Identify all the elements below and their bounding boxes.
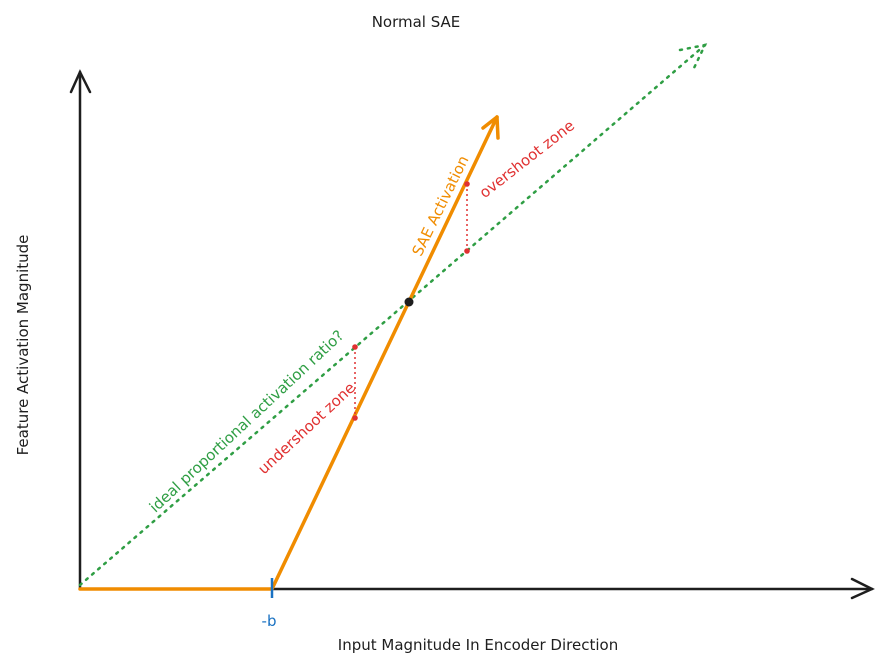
- intersection-point: [404, 297, 414, 307]
- x-axis-arrow: [850, 577, 875, 600]
- x-axis-label: Input Magnitude In Encoder Direction: [338, 636, 618, 654]
- ideal-line: [78, 43, 708, 587]
- zone-gaps: [354, 184, 468, 418]
- y-axis-label: Feature Activation Magnitude: [14, 235, 32, 456]
- zone-points: [352, 181, 470, 421]
- title: Normal SAE: [372, 13, 461, 31]
- y-axis-arrow: [69, 69, 92, 94]
- threshold-label: -b: [262, 612, 277, 630]
